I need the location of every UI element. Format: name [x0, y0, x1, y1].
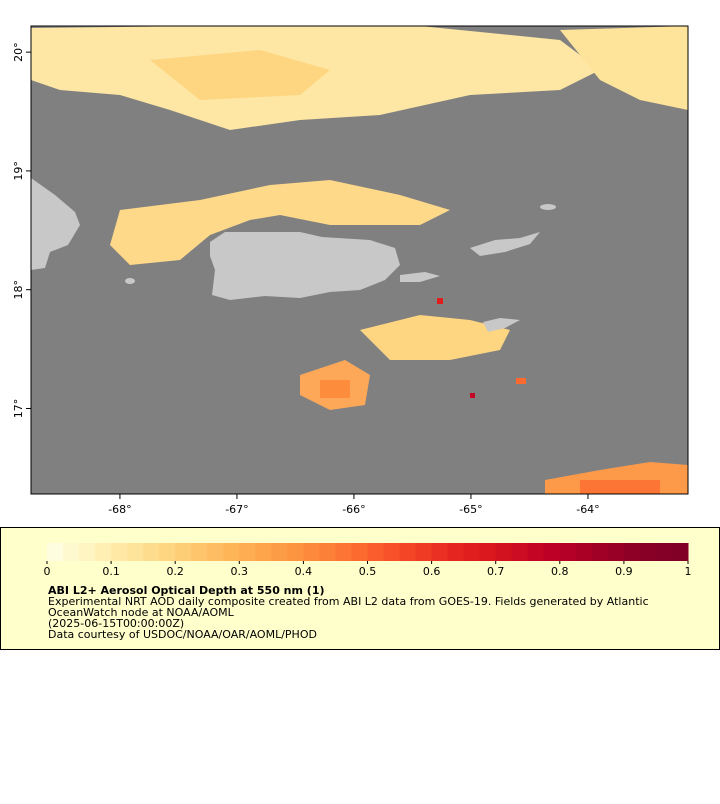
colorbar-tick-label: 0.7 [487, 565, 505, 578]
y-tick-label: 19° [12, 161, 25, 181]
colorbar-tick-label: 0.9 [615, 565, 633, 578]
land [125, 278, 135, 284]
colorbar-tick-label: 0.8 [551, 565, 569, 578]
colorbar-swatch [111, 543, 128, 561]
aerosol-patch [110, 180, 450, 265]
colorbar-swatch [447, 543, 465, 561]
colorbar-swatch [303, 543, 320, 561]
colorbar-swatch [143, 543, 160, 561]
colorbar-swatch [415, 543, 433, 561]
aerosol-patch [516, 378, 526, 384]
colorbar-swatch [207, 543, 224, 561]
colorbar-swatch [655, 543, 673, 561]
legend-line: Experimental NRT AOD daily composite cre… [48, 595, 649, 608]
colorbar-swatch [399, 543, 417, 561]
colorbar-swatch [495, 543, 513, 561]
y-tick-label: 17° [12, 399, 25, 419]
colorbar-swatch [319, 543, 336, 561]
y-tick-label: 18° [12, 280, 25, 300]
colorbar-swatch [607, 543, 625, 561]
land [210, 232, 400, 300]
x-tick-label: -64° [576, 503, 599, 516]
legend-title: ABI L2+ Aerosol Optical Depth at 550 nm … [48, 584, 325, 597]
colorbar-swatch [127, 543, 144, 561]
colorbar-swatch [95, 543, 112, 561]
colorbar-swatch [79, 543, 96, 561]
colorbar-swatch [591, 543, 609, 561]
colorbar-tick-label: 0 [44, 565, 51, 578]
colorbar-swatch [463, 543, 481, 561]
legend-line: (2025-06-15T00:00:00Z) [48, 617, 184, 630]
aerosol-patch [150, 50, 330, 100]
x-tick-label: -65° [459, 503, 482, 516]
colorbar-swatch [367, 543, 385, 561]
colorbar-swatch [47, 543, 64, 561]
land [483, 318, 520, 332]
colorbar-tick-label: 0.5 [359, 565, 377, 578]
colorbar-tick-label: 0.6 [423, 565, 441, 578]
colorbar-swatch [255, 543, 272, 561]
colorbar-swatch [383, 543, 401, 561]
colorbar-swatch [287, 543, 304, 561]
colorbar-swatch [191, 543, 208, 561]
aerosol-patch [470, 393, 475, 398]
colorbar-tick-label: 1 [685, 565, 692, 578]
colorbar-swatch [559, 543, 577, 561]
colorbar-swatch [639, 543, 657, 561]
colorbar-swatch [351, 543, 368, 561]
colorbar-swatch [239, 543, 256, 561]
land [540, 204, 556, 210]
colorbar-swatch [271, 543, 288, 561]
colorbar-tick-label: 0.3 [231, 565, 249, 578]
colorbar-swatch [159, 543, 176, 561]
colorbar-swatch [223, 543, 240, 561]
colorbar-tick-label: 0.4 [295, 565, 313, 578]
y-tick-label: 20° [12, 42, 25, 62]
colorbar-swatch [175, 543, 192, 561]
x-tick-label: -66° [342, 503, 365, 516]
colorbar-swatch [623, 543, 641, 561]
colorbar-swatch [543, 543, 561, 561]
colorbar-swatch [575, 543, 593, 561]
land [400, 272, 440, 282]
aerosol-patch [437, 298, 443, 304]
land [470, 232, 540, 256]
land [31, 178, 80, 270]
colorbar-swatch [479, 543, 497, 561]
colorbar-swatch [63, 543, 80, 561]
legend-line: OceanWatch node at NOAA/AOML [48, 606, 235, 619]
aerosol-patch [580, 480, 660, 494]
colorbar-swatch [671, 543, 689, 561]
map-area [30, 25, 689, 495]
legend-line: Data courtesy of USDOC/NOAA/OAR/AOML/PHO… [48, 628, 317, 641]
colorbar-swatch [431, 543, 449, 561]
map-frame [30, 25, 689, 495]
x-tick-label: -67° [225, 503, 248, 516]
x-tick-label: -68° [108, 503, 131, 516]
colorbar-tick-label: 0.1 [102, 565, 120, 578]
aerosol-patch [360, 315, 510, 360]
aerosol-patch [320, 380, 350, 398]
colorbar-swatch [527, 543, 545, 561]
colorbar-swatch [511, 543, 529, 561]
aerosol-patch [560, 26, 688, 110]
colorbar-swatch [335, 543, 352, 561]
colorbar-tick-label: 0.2 [166, 565, 184, 578]
